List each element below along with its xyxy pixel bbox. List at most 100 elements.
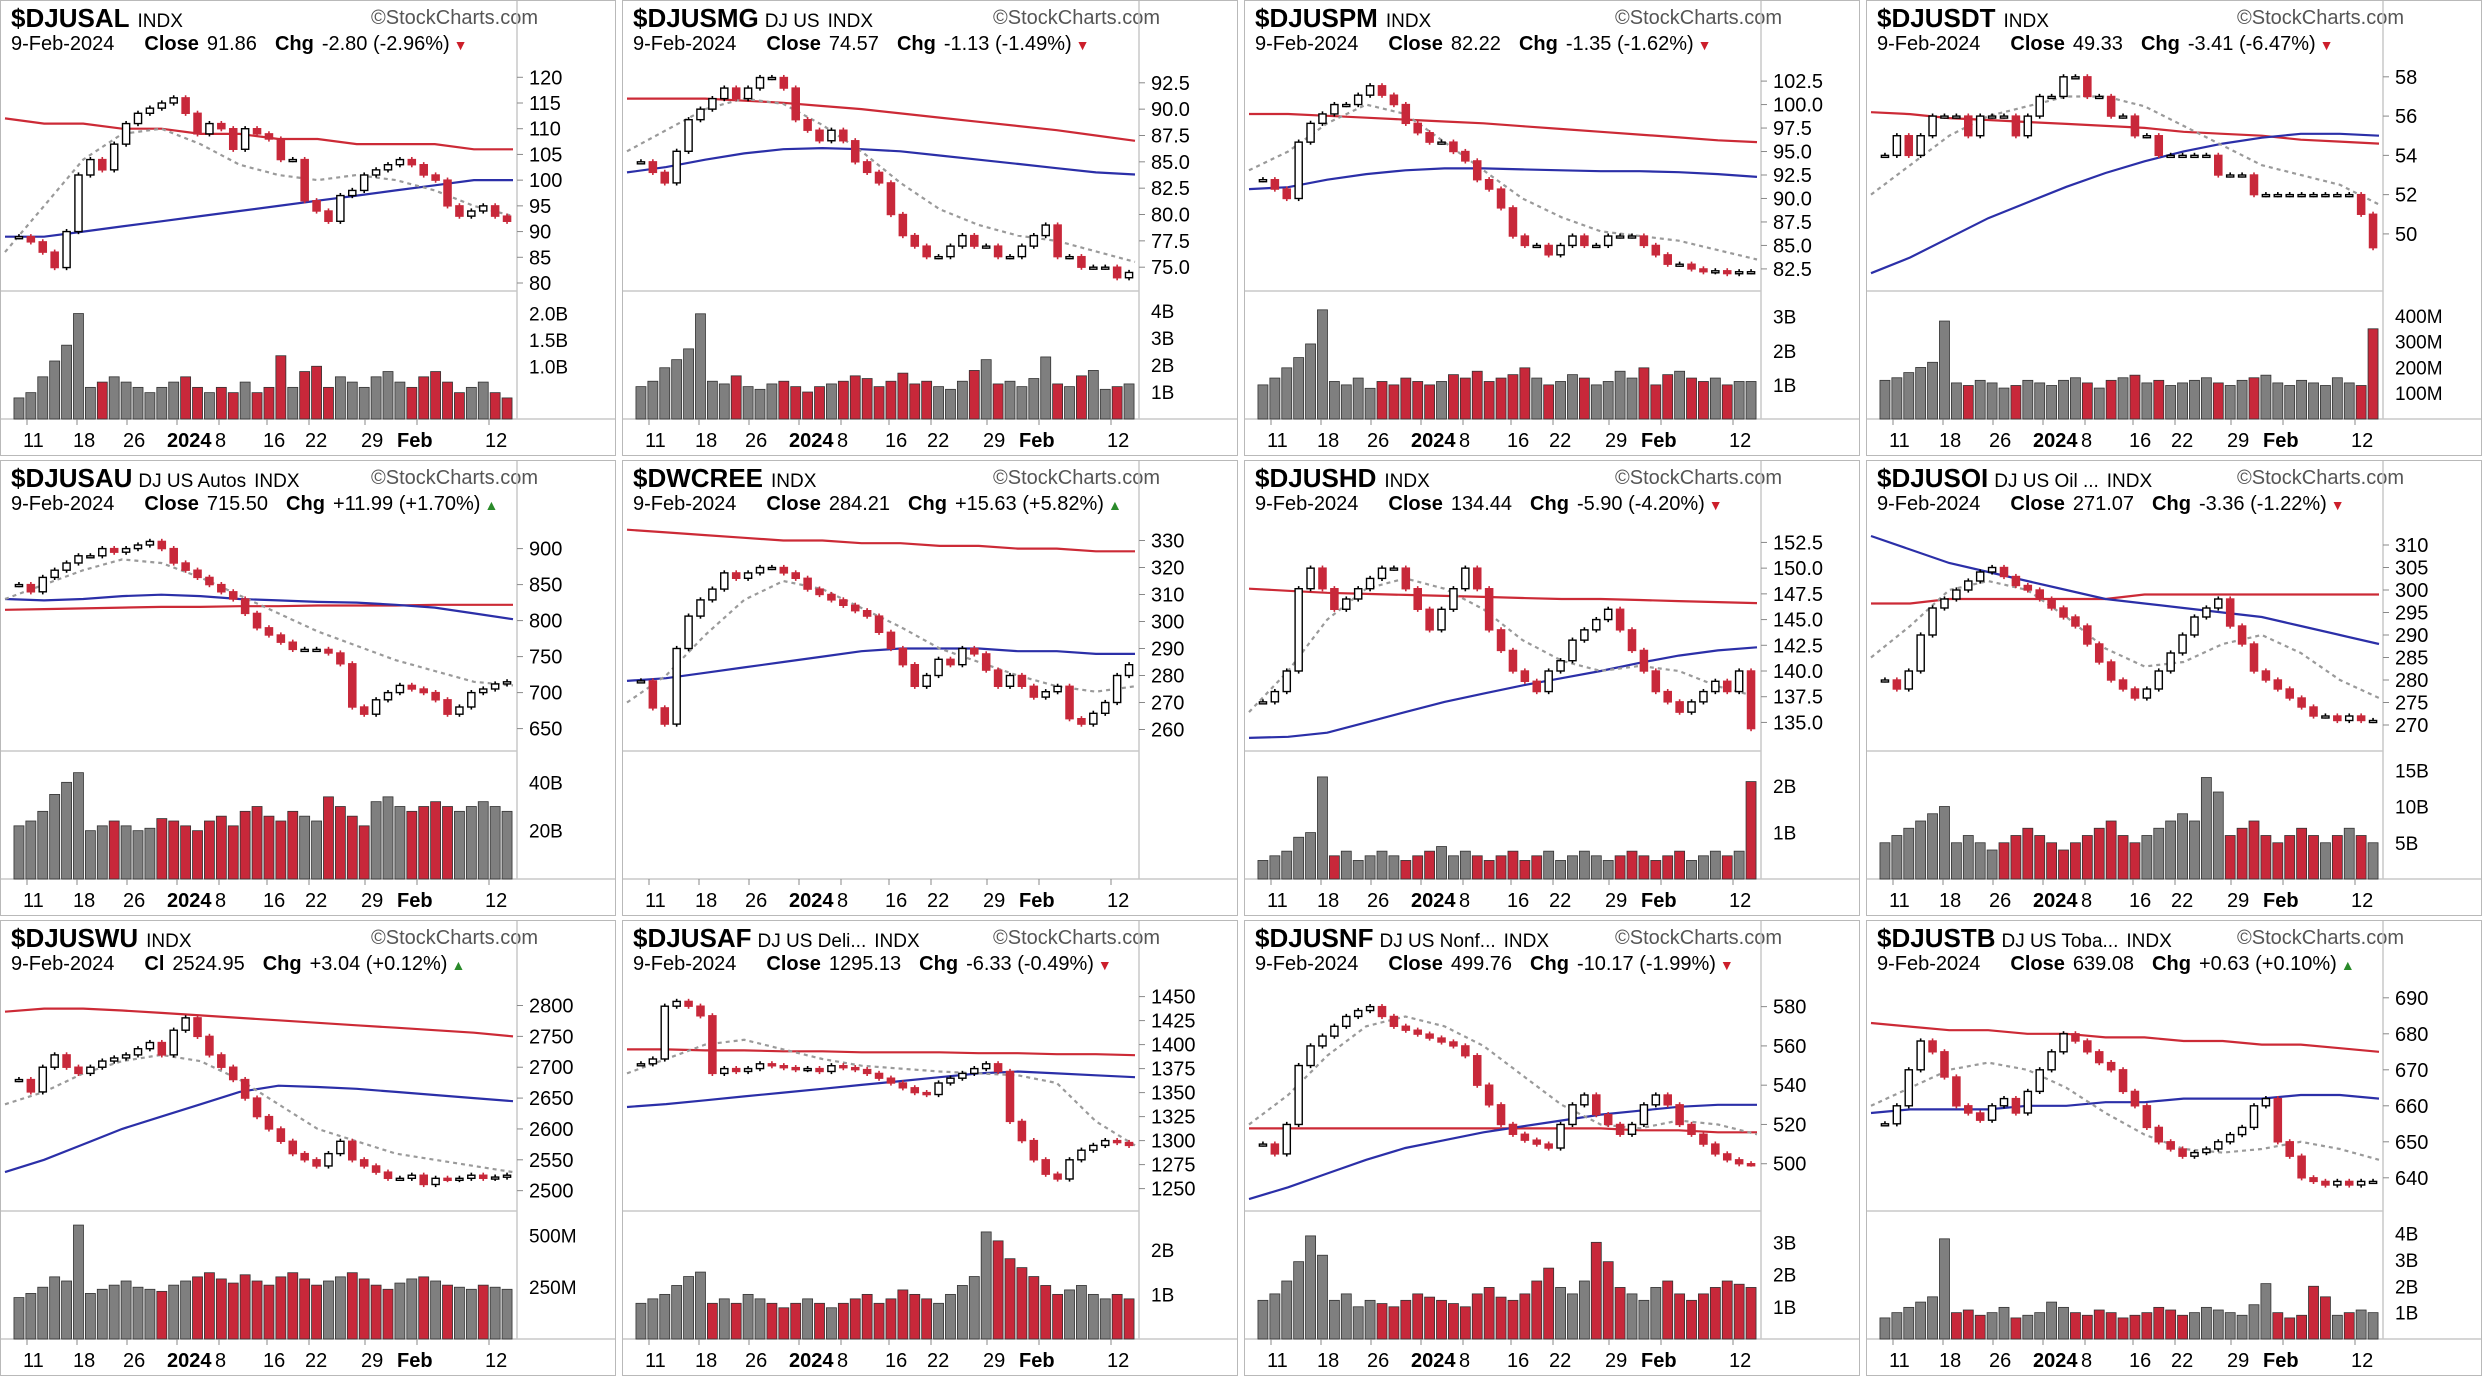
candle-body [1472,160,1482,181]
candle-body [922,245,931,258]
candle-body [109,143,119,171]
symbol-label[interactable]: $DJUSAL INDX [11,3,183,34]
volume-bar [1123,1298,1135,1340]
volume-bar [192,386,203,420]
candle-body [946,658,955,666]
symbol-label[interactable]: $DWCREE INDX [633,463,816,494]
volume-bar [1578,850,1590,880]
date-label: 9-Feb-2024 [1877,33,1981,55]
x-tick-label: 2024 [2033,890,2078,912]
volume-bar [1269,377,1281,420]
ma-mid-line [4,1084,514,1174]
candle-body [1425,1033,1434,1039]
volume-bar [2367,328,2379,420]
candle-body [2285,688,2294,699]
volume-bar [84,830,96,880]
volume-bar [1543,1267,1555,1340]
volume-bar [1412,1293,1424,1340]
symbol-label[interactable]: $DJUSOI DJ US Oil ... INDX [1877,463,2152,494]
candle-body [1556,244,1565,256]
volume-bar [873,386,885,420]
candle-body [2130,1090,2140,1107]
x-tick-label: 16 [2129,890,2151,912]
date-label: 9-Feb-2024 [1877,953,1981,975]
chart-panel-djusmg[interactable]: $DJUSMG DJ US INDX ©StockCharts.com 9-Feb-20… [622,0,1238,456]
down-arrow-icon: ▼ [1075,37,1090,53]
x-tick-label: 26 [745,890,767,912]
volume-bar [1028,1276,1040,1340]
symbol-label[interactable]: $DJUSAU DJ US Autos INDX [11,463,300,494]
symbol-label[interactable]: $DJUSMG DJ US INDX [633,3,873,34]
symbol-label[interactable]: $DJUSNF DJ US Nonf... INDX [1255,923,1549,954]
chart-panel-djushd[interactable]: $DJUSHD INDX ©StockCharts.com 9-Feb-2024 Clo… [1244,460,1860,916]
x-tick-label: 2024 [789,1350,834,1372]
chart-panel-djuspm[interactable]: $DJUSPM INDX ©StockCharts.com 9-Feb-2024 Clo… [1244,0,1860,456]
chart-panel-djustb[interactable]: $DJUSTB DJ US Toba... INDX ©StockCharts.com… [1866,920,2482,1376]
volume-bar [861,1293,873,1340]
candle-body [1425,132,1434,143]
volume-bar [921,1298,933,1340]
candle-body [886,182,896,216]
candle-body [731,87,741,100]
volume-bar [430,371,442,420]
chart-panel-djusau[interactable]: $DJUSAU DJ US Autos INDX ©StockCharts.com 9-… [0,460,616,916]
volume-bar [766,383,778,420]
volume-tick-label: 1B [2395,1304,2418,1325]
quote-line: 9-Feb-2024 Close 134.44 Chg -5.90 (-4.20%) ▼ [1255,493,1723,516]
volume-bar [1962,385,1974,420]
candle-body [1065,1159,1074,1180]
symbol-label[interactable]: $DJUSTB DJ US Toba... INDX [1877,923,2172,954]
chart-panel-djusal[interactable]: $DJUSAL INDX ©StockCharts.com 9-Feb-2024 Clo… [0,0,616,456]
volume-tick-label: 1B [1773,376,1796,397]
candle-body [934,255,943,260]
candle-body [348,1140,357,1161]
volume-bar [1519,367,1531,420]
volume-bar [215,815,227,880]
chart-panel-djusoi[interactable]: $DJUSOI DJ US Oil ... INDX ©StockCharts.com… [1866,460,2482,916]
ma-mid-line [4,593,514,621]
volume-bar [2117,377,2129,420]
chart-panel-djuswu[interactable]: $DJUSWU INDX ©StockCharts.com 9-Feb-2024 Cl 2… [0,920,616,1376]
candle-body [252,612,262,629]
candle-body [1556,660,1565,672]
volume-bar [2212,1309,2224,1340]
volume-bar [1927,1296,1938,1340]
volume-bar [1293,357,1305,420]
change-value: -2.80 (-2.96%) [321,33,450,55]
candle-body [240,598,250,615]
volume-bar [2081,835,2093,880]
candle-body [38,1066,48,1093]
ma-short-line [1248,103,1758,261]
candle-body [312,200,321,212]
candle-body [1615,608,1625,631]
symbol-label[interactable]: $DJUSDT INDX [1877,3,2049,34]
volume-bar [489,1286,501,1340]
stockcharts-brand: ©StockCharts.com [371,7,538,30]
chart-panel-dwcree[interactable]: $DWCREE INDX ©StockCharts.com 9-Feb-2024 Clo… [622,460,1238,916]
candle-body [1603,608,1613,621]
symbol-label[interactable]: $DJUSAF DJ US Deli... INDX [633,923,920,954]
ma-mid-line [626,647,1135,682]
candle-body [2190,1151,2199,1157]
candle-body [2011,575,2021,587]
chart-panel-djusdt[interactable]: $DJUSDT INDX ©StockCharts.com 9-Feb-2024 Clo… [1866,0,2482,456]
volume-bar [2296,1314,2308,1340]
symbol-label[interactable]: $DJUSPM INDX [1255,3,1431,34]
chart-panel-djusaf[interactable]: $DJUSAF DJ US Deli... INDX ©StockCharts.com… [622,920,1238,1376]
volume-bar [885,380,897,420]
price-chart-svg: 900 850 800 750 700 650 40B 20B 11 18 26 2024 8 16 22 2… [1,461,615,912]
candle-body [1880,679,1890,683]
volume-bar [370,801,382,880]
date-label: 9-Feb-2024 [11,953,115,975]
candle-body [1089,1144,1098,1151]
symbol-label[interactable]: $DJUSHD INDX [1255,463,1430,494]
chart-panel-djusnf[interactable]: $DJUSNF DJ US Nonf... INDX ©StockCharts.com… [1244,920,1860,1376]
volume-bar [2284,835,2296,880]
exchange-label: INDX [1503,931,1550,952]
symbol-label[interactable]: $DJUSWU INDX [11,923,192,954]
volume-bar [13,1297,25,1340]
volume-bar [180,825,192,880]
candle-body [2273,679,2283,690]
close-label: Cl [144,953,165,975]
x-tick-label: 22 [2171,890,2193,912]
